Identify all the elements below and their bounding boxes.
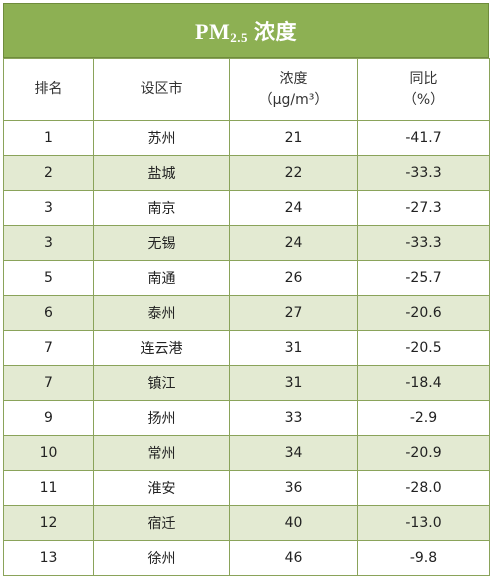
cell-city: 镇江 [93,365,230,401]
header-rank: 排名 [3,58,94,121]
cell-concentration: 22 [229,155,358,191]
cell-city: 苏州 [93,120,230,156]
cell-city: 泰州 [93,295,230,331]
cell-rank: 7 [3,330,94,366]
cell-rank: 1 [3,120,94,156]
table-row: 3 无锡 24 -33.3 [3,225,490,261]
cell-rank: 11 [3,470,94,506]
cell-yoy: -33.3 [357,225,490,261]
cell-concentration: 40 [229,505,358,541]
cell-concentration: 31 [229,365,358,401]
cell-yoy: -20.5 [357,330,490,366]
table-row: 7 镇江 31 -18.4 [3,365,490,401]
table-row: 3 南京 24 -27.3 [3,190,490,226]
table-row: 9 扬州 33 -2.9 [3,400,490,436]
title-suffix: 浓度 [253,19,297,44]
cell-rank: 9 [3,400,94,436]
table-row: 11 淮安 36 -28.0 [3,470,490,506]
cell-yoy: -41.7 [357,120,490,156]
pm25-table: 排名 设区市 浓度 （μg/m³） 同比 （%） 1 苏州 21 -41.7 2 盐城 22 -3… [3,58,490,576]
cell-city: 常州 [93,435,230,471]
cell-yoy: -9.8 [357,540,490,576]
cell-rank: 7 [3,365,94,401]
cell-concentration: 34 [229,435,358,471]
cell-concentration: 31 [229,330,358,366]
title-subscript: 2.5 [230,29,248,45]
table-body: 1 苏州 21 -41.7 2 盐城 22 -33.3 3 南京 24 -27.3 3 无锡 24 -33.3… [3,120,490,576]
cell-city: 南通 [93,260,230,296]
cell-rank: 3 [3,225,94,261]
cell-rank: 5 [3,260,94,296]
cell-rank: 3 [3,190,94,226]
title-main: PM [195,18,231,44]
cell-rank: 13 [3,540,94,576]
cell-yoy: -13.0 [357,505,490,541]
table-row: 6 泰州 27 -20.6 [3,295,490,331]
cell-yoy: -20.6 [357,295,490,331]
cell-rank: 6 [3,295,94,331]
table-title-bar: PM2.5 浓度 [3,3,489,58]
header-yoy-unit: （%） [402,91,445,108]
header-concentration-unit: （μg/m³） [258,91,329,108]
cell-city: 连云港 [93,330,230,366]
cell-yoy: -2.9 [357,400,490,436]
cell-concentration: 36 [229,470,358,506]
cell-yoy: -20.9 [357,435,490,471]
cell-yoy: -18.4 [357,365,490,401]
pm25-table-panel: PM2.5 浓度 排名 设区市 浓度 （μg/m³） 同比 （%） 1 苏州 21 -41… [3,3,490,577]
header-city: 设区市 [93,58,230,121]
cell-city: 南京 [93,190,230,226]
cell-concentration: 26 [229,260,358,296]
cell-yoy: -25.7 [357,260,490,296]
cell-concentration: 24 [229,190,358,226]
cell-yoy: -28.0 [357,470,490,506]
cell-rank: 2 [3,155,94,191]
header-yoy: 同比 （%） [357,58,490,121]
table-row: 10 常州 34 -20.9 [3,435,490,471]
cell-rank: 10 [3,435,94,471]
table-row: 2 盐城 22 -33.3 [3,155,490,191]
header-yoy-label: 同比 [409,70,438,87]
table-row: 1 苏州 21 -41.7 [3,120,490,156]
table-row: 13 徐州 46 -9.8 [3,540,490,576]
cell-concentration: 46 [229,540,358,576]
cell-city: 扬州 [93,400,230,436]
table-row: 12 宿迁 40 -13.0 [3,505,490,541]
cell-city: 无锡 [93,225,230,261]
cell-concentration: 21 [229,120,358,156]
header-concentration: 浓度 （μg/m³） [229,58,358,121]
cell-yoy: -27.3 [357,190,490,226]
cell-city: 盐城 [93,155,230,191]
cell-concentration: 27 [229,295,358,331]
cell-concentration: 24 [229,225,358,261]
cell-concentration: 33 [229,400,358,436]
header-row: 排名 设区市 浓度 （μg/m³） 同比 （%） [3,58,490,121]
cell-city: 淮安 [93,470,230,506]
table-row: 7 连云港 31 -20.5 [3,330,490,366]
cell-city: 徐州 [93,540,230,576]
table-title: PM2.5 浓度 [195,16,297,46]
table-row: 5 南通 26 -25.7 [3,260,490,296]
cell-rank: 12 [3,505,94,541]
header-concentration-label: 浓度 [279,70,308,87]
cell-city: 宿迁 [93,505,230,541]
cell-yoy: -33.3 [357,155,490,191]
